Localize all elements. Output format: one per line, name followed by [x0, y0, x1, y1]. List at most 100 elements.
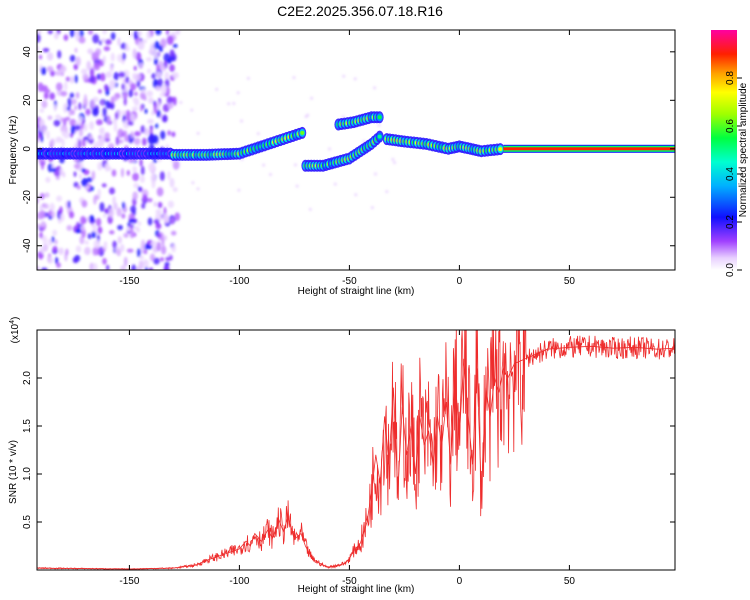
noise-blob — [353, 77, 357, 81]
noise-blob — [107, 102, 114, 109]
noise-blob — [112, 240, 117, 249]
noise-blob — [131, 264, 137, 270]
noise-blob — [54, 256, 59, 265]
noise-blob — [373, 172, 377, 176]
noise-blob — [109, 64, 114, 72]
noise-blob — [37, 33, 41, 43]
noise-blob — [83, 93, 87, 103]
noise-blob — [163, 216, 170, 224]
noise-blob — [55, 114, 61, 120]
noise-blob — [132, 97, 139, 103]
noise-blob — [102, 55, 106, 64]
noise-blob — [102, 107, 107, 117]
noise-blob — [92, 224, 97, 233]
noise-blob — [126, 248, 134, 253]
noise-blob — [129, 228, 135, 239]
noise-blob — [166, 96, 173, 105]
noise-blob — [156, 233, 162, 238]
noise-blob — [112, 195, 116, 206]
noise-blob — [97, 226, 103, 234]
noise-blob — [67, 200, 71, 209]
noise-blob — [155, 101, 161, 111]
noise-blob — [232, 101, 236, 105]
noise-blob — [56, 262, 61, 268]
noise-blob — [134, 131, 141, 137]
noise-blob — [69, 54, 76, 62]
y-tick-label: 40 — [22, 46, 33, 58]
noise-blob — [123, 96, 127, 106]
noise-blob — [56, 195, 63, 202]
noise-blob — [116, 207, 122, 217]
noise-blob — [81, 200, 88, 208]
noise-blob — [125, 42, 129, 51]
noise-blob — [54, 239, 58, 245]
track-blob-core — [498, 147, 503, 152]
noise-blob — [63, 34, 69, 41]
noise-blob — [81, 168, 86, 173]
noise-blob — [393, 161, 397, 165]
noise-blob — [143, 259, 149, 269]
noise-blob — [143, 249, 148, 254]
noise-blob — [93, 195, 97, 205]
noise-blob — [42, 47, 50, 53]
noise-blob — [75, 56, 81, 67]
noise-blob — [116, 53, 123, 62]
noise-blob — [122, 201, 126, 210]
noise-blob — [103, 213, 107, 218]
noise-blob — [80, 215, 86, 225]
noise-blob — [124, 134, 129, 142]
noise-blob — [262, 163, 266, 167]
noise-blob — [78, 36, 86, 44]
spectrogram-panel: -150 -100 -50 0 50 -40 -20 0 20 40 Height of str… — [8, 29, 676, 297]
noise-blob — [53, 32, 59, 40]
colorbar: 0.0 0.2 0.4 0.6 0.8 Normalized spectral ampl… — [711, 30, 749, 277]
noise-blob — [132, 72, 137, 80]
noise-blob — [40, 66, 47, 75]
noise-blob — [157, 78, 163, 88]
noise-blob — [143, 38, 148, 44]
spectrogram-heatmap — [37, 30, 675, 270]
noise-blob — [70, 98, 77, 105]
noise-blob — [92, 107, 99, 117]
snr-frame — [36, 329, 676, 571]
noise-blob — [139, 254, 144, 260]
x-tick-label: 0 — [457, 576, 463, 587]
x-tick-label: -100 — [229, 276, 249, 287]
noise-blob — [41, 220, 45, 228]
noise-blob — [95, 217, 102, 227]
noise-blob — [129, 32, 133, 38]
noise-blob — [137, 186, 141, 191]
noise-blob — [69, 92, 75, 99]
noise-blob — [46, 65, 54, 72]
noise-blob — [156, 241, 161, 252]
noise-blob — [179, 100, 183, 104]
noise-blob — [136, 227, 141, 233]
noise-blob — [47, 255, 51, 263]
noise-blob — [377, 123, 381, 127]
snr-panel: -150 -100 -50 0 50 0.5 1.0 1.5 2.0 Height of st… — [8, 317, 676, 595]
noise-blob — [122, 91, 128, 99]
bottom-y-axis-label: SNR (10 * v/v) — [8, 440, 19, 504]
noise-blob — [166, 35, 174, 46]
noise-blob — [121, 213, 126, 219]
noise-blob — [55, 136, 63, 143]
noise-blob — [159, 257, 165, 262]
noise-blob — [101, 183, 107, 188]
colorbar-tick-label: 0.8 — [725, 71, 736, 85]
noise-blob — [89, 214, 94, 222]
noise-blob — [66, 106, 71, 111]
noise-blob — [83, 136, 89, 141]
noise-blob — [95, 119, 103, 126]
noise-blob — [169, 64, 175, 73]
noise-blob — [125, 109, 131, 118]
noise-blob — [82, 73, 89, 81]
noise-blob — [60, 213, 65, 222]
noise-blob — [155, 223, 162, 230]
noise-blob — [140, 88, 146, 94]
noise-blob — [51, 210, 56, 219]
noise-blob — [118, 71, 126, 78]
x-tick-label: -50 — [342, 276, 357, 287]
noise-blob — [52, 229, 58, 236]
noise-blob — [174, 212, 181, 222]
noise-blob — [136, 80, 141, 88]
